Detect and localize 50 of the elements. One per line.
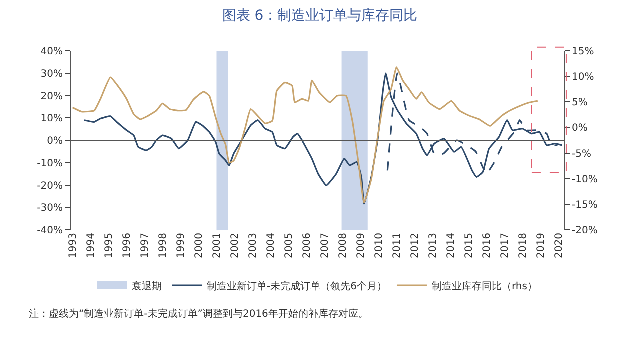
x-tick-label: 1993 [68, 233, 80, 258]
x-tick-label: 2012 [410, 233, 421, 258]
x-tick-label: 2015 [464, 233, 475, 258]
y-tick-label: -10% [37, 158, 63, 170]
y2-tick-label: 5% [572, 98, 588, 109]
y-tick-label: -40% [37, 226, 63, 236]
x-tick-label: 2016 [482, 233, 493, 258]
x-tick-label: 2010 [374, 233, 385, 258]
x-tick-label: 1995 [104, 233, 116, 258]
x-tick-label: 2017 [500, 233, 511, 258]
x-tick-label: 1998 [158, 233, 170, 258]
y2-tick-label: 15% [572, 46, 594, 58]
y2-tick-label: -15% [572, 200, 598, 211]
x-tick-label: 2011 [392, 233, 403, 258]
x-tick-label: 1999 [176, 233, 188, 258]
text: 注：虚线为“制造业新订单-未完成订单”调整到与2016年开始的补库存对应。 [29, 308, 368, 320]
chart-title: 图表 6：制造业订单与库存同比 [222, 8, 418, 24]
x-tick-label: 2018 [518, 233, 529, 258]
y-tick-label: 40% [40, 46, 63, 58]
y2-tick-label: 10% [572, 72, 594, 84]
legend-label: 制造业新订单-未完成订单（领先6个月） [207, 280, 387, 292]
x-tick-label: 2005 [284, 233, 295, 258]
y-tick-label: -30% [37, 203, 63, 214]
x-tick-label: 1994 [86, 233, 98, 258]
x-tick-label: 2003 [248, 233, 259, 258]
x-tick-label: 2008 [338, 233, 349, 258]
x-tick-label: 2019 [536, 233, 547, 258]
x-tick-label: 2006 [302, 233, 313, 258]
x-tick-label: 2009 [356, 233, 367, 258]
x-tick-label: 1997 [140, 233, 152, 258]
legend-label: 制造业库存同比（rhs） [432, 280, 538, 292]
x-tick-label: 2013 [428, 233, 439, 258]
x-tick-label: 2004 [266, 233, 277, 258]
y2-tick-label: 0% [572, 123, 588, 134]
x-tick-label: 2014 [446, 233, 457, 258]
y-tick-label: 30% [40, 68, 63, 80]
y2-tick-label: -10% [572, 174, 598, 186]
y-tick-label: 10% [40, 114, 63, 125]
y-tick-label: 20% [40, 91, 63, 102]
y2-tick-label: -5% [572, 148, 592, 160]
legend-label: 衰退期 [132, 280, 162, 292]
x-tick-label: 2002 [230, 233, 241, 258]
x-tick-label: 2000 [194, 233, 205, 258]
y-tick-label: -20% [37, 180, 63, 192]
x-tick-label: 2001 [212, 233, 223, 258]
x-tick-label: 2007 [320, 233, 331, 258]
x-tick-label: 1996 [122, 233, 134, 258]
y-tick-label: 0% [47, 136, 63, 147]
x-tick-label: 2020 [554, 233, 565, 258]
y2-tick-label: -20% [572, 226, 598, 236]
